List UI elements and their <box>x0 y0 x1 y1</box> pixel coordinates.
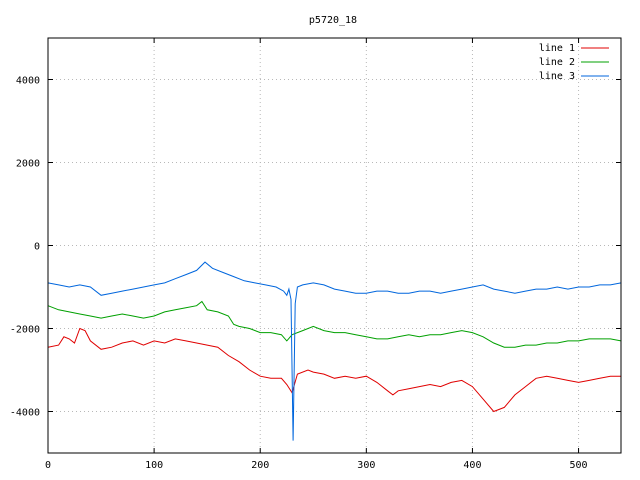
legend: line 1 line 2 line 3 <box>539 43 609 82</box>
x-tick-label: 100 <box>145 460 163 471</box>
y-tick-label: -2000 <box>10 325 40 336</box>
y-axis: -4000 -2000 0 2000 4000 <box>10 76 621 419</box>
y-tick-label: 2000 <box>16 159 40 170</box>
x-tick-label: 0 <box>45 460 51 471</box>
y-tick-label: 4000 <box>16 76 40 87</box>
legend-label: line 2 <box>539 57 575 68</box>
series-line-1 <box>47 327 621 413</box>
y-tick-label: 0 <box>34 242 40 253</box>
series-line-3 <box>47 261 622 441</box>
x-axis: 0 100 200 300 400 500 <box>45 38 588 471</box>
x-tick-label: 200 <box>251 460 269 471</box>
x-tick-label: 400 <box>463 460 481 471</box>
grid <box>48 38 621 453</box>
plot-frame <box>47 37 622 454</box>
legend-label: line 3 <box>539 71 575 82</box>
series-line-2 <box>47 300 622 348</box>
chart-title: p5720_18 <box>309 15 357 26</box>
x-tick-label: 300 <box>357 460 375 471</box>
x-tick-label: 500 <box>570 460 588 471</box>
y-tick-label: -4000 <box>10 408 40 419</box>
series-layer <box>47 261 622 441</box>
legend-label: line 1 <box>539 43 575 54</box>
